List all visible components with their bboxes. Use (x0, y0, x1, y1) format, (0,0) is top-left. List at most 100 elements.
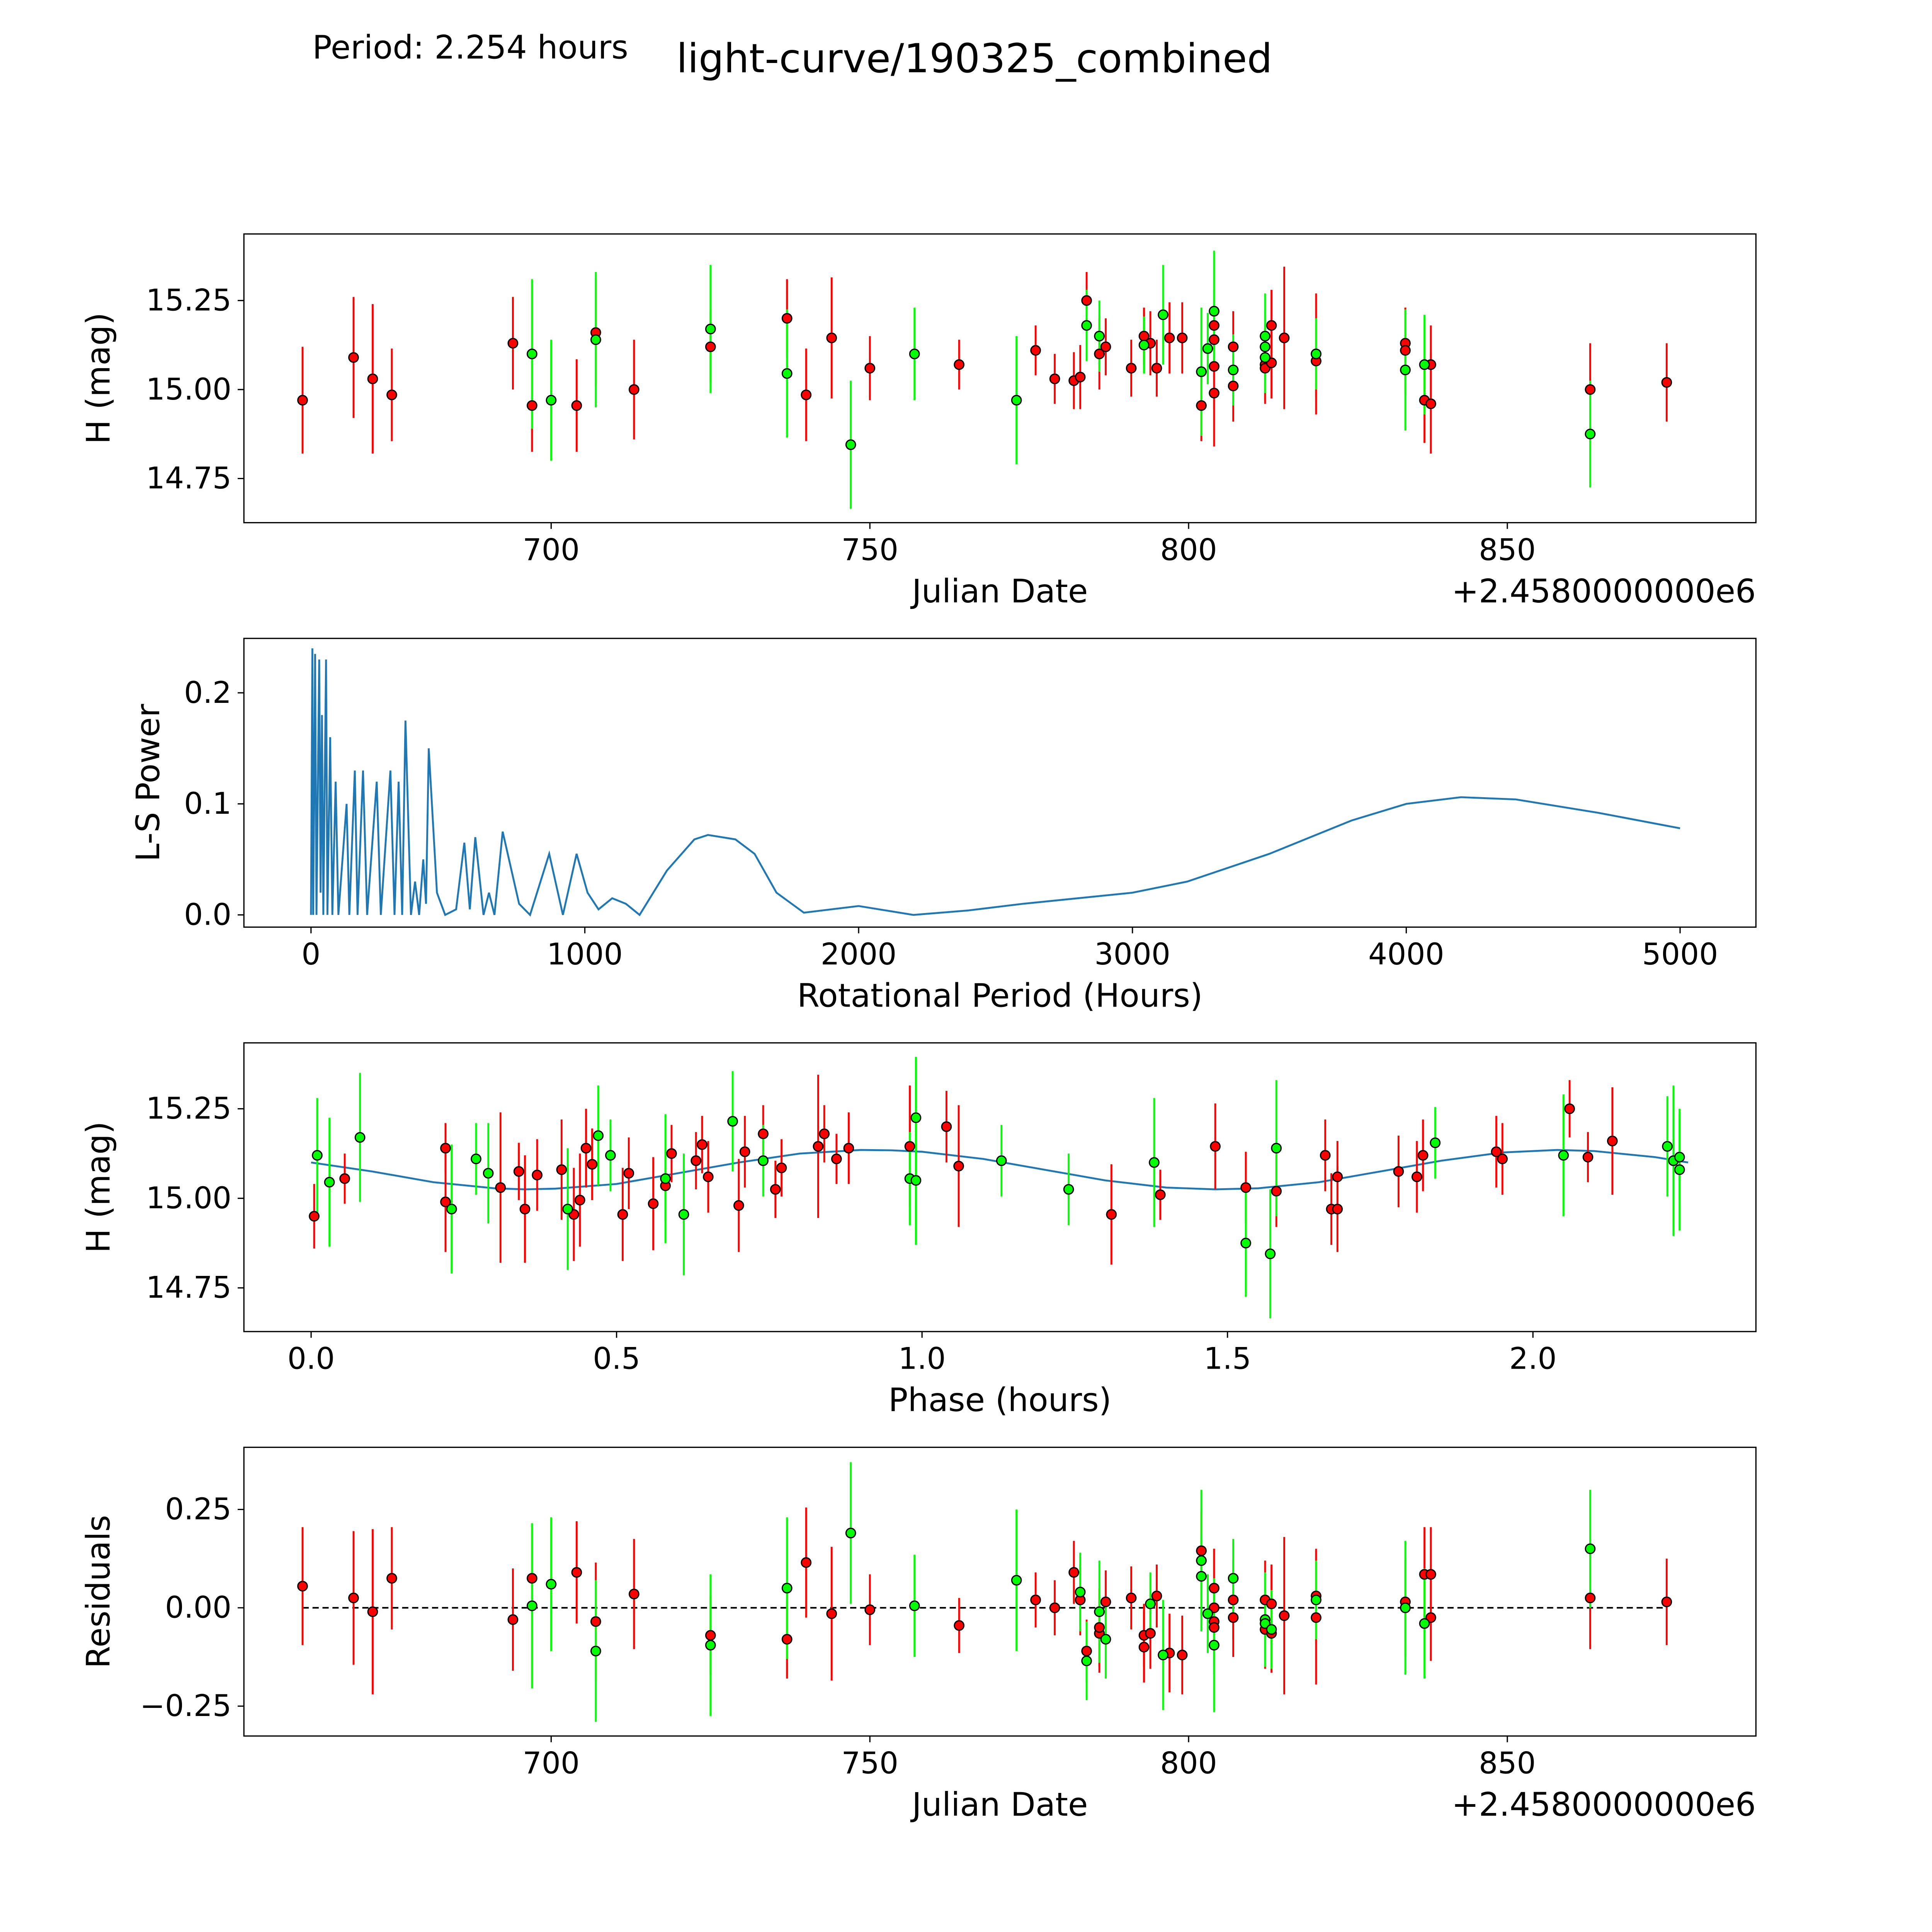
x-tick-label: 5000 (1642, 937, 1718, 972)
y-tick-label: 14.75 (146, 461, 231, 496)
data-point-red (556, 1164, 567, 1175)
data-point-red (367, 373, 378, 384)
y-tick-label: 15.25 (146, 283, 231, 318)
data-point-green (1063, 1184, 1074, 1195)
data-point-red (623, 1168, 634, 1179)
data-point-red (519, 1204, 531, 1214)
data-point-green (527, 1600, 537, 1611)
data-point-red (1209, 1622, 1219, 1633)
data-point-green (1419, 1618, 1430, 1629)
data-point-red (580, 1143, 592, 1154)
x-axis-label: Phase (hours) (888, 1381, 1111, 1419)
x-offset-label: +2.4580000000e6 (1452, 572, 1756, 610)
data-point-red (571, 1567, 582, 1578)
data-point-green (781, 368, 793, 379)
axes-frame (243, 1042, 1757, 1332)
data-point-red (297, 1581, 308, 1592)
data-point-green (1265, 1248, 1276, 1259)
data-point-red (1177, 1650, 1188, 1660)
periodogram-line (310, 648, 1680, 917)
data-point-red (1661, 1596, 1672, 1607)
data-point-red (648, 1198, 659, 1209)
data-point-red (507, 1614, 519, 1625)
x-tick-label: 850 (1479, 532, 1536, 567)
y-tick-label: 14.75 (146, 1270, 231, 1305)
data-point-green (1400, 1602, 1411, 1613)
data-point-red (941, 1121, 952, 1132)
data-point-red (776, 1162, 787, 1173)
axes-frame (243, 1447, 1757, 1737)
data-point-green (1196, 1555, 1207, 1566)
x-tick-label: 0.0 (287, 1342, 335, 1376)
data-point-green (1266, 1624, 1277, 1635)
data-point-red (813, 1141, 824, 1152)
data-point-green (590, 334, 601, 345)
data-point-green (1260, 331, 1270, 342)
x-tick-label: 700 (523, 532, 580, 567)
data-point-green (1196, 366, 1207, 377)
data-point-green (996, 1155, 1007, 1166)
x-tick-label: 800 (1160, 1746, 1217, 1781)
data-point-red (781, 313, 793, 324)
data-point-red (1393, 1166, 1404, 1177)
data-point-green (1271, 1143, 1282, 1154)
data-point-red (1196, 400, 1207, 411)
data-point-red (1311, 1612, 1321, 1623)
data-point-red (1177, 332, 1188, 344)
data-point-red (1030, 1594, 1041, 1605)
data-point-green (593, 1130, 604, 1141)
data-point-green (471, 1153, 481, 1165)
y-tick-label: 15.00 (146, 1181, 231, 1216)
data-point-green (1158, 1650, 1168, 1660)
data-point-red (1106, 1209, 1117, 1220)
x-tick-label: 750 (841, 532, 898, 567)
data-point-green (446, 1204, 457, 1214)
data-point-green (1662, 1141, 1673, 1152)
data-point-red (864, 1604, 876, 1615)
y-axis-label: L-S Power (129, 704, 167, 862)
data-point-red (1196, 1545, 1207, 1556)
data-point-red (513, 1166, 524, 1177)
data-point-red (590, 1616, 601, 1627)
data-point-red (1491, 1146, 1502, 1157)
data-point-red (495, 1182, 506, 1193)
data-point-red (781, 1634, 793, 1645)
data-point-green (1311, 1594, 1321, 1605)
data-point-green (1674, 1151, 1685, 1163)
x-tick-label: 1.5 (1204, 1342, 1251, 1376)
data-point-green (1228, 364, 1239, 376)
x-tick-label: 0 (301, 937, 320, 972)
data-point-red (1100, 1596, 1111, 1607)
data-point-red (1030, 345, 1041, 356)
data-point-green (1400, 364, 1411, 376)
data-point-red (1417, 1150, 1429, 1161)
data-point-red (1145, 1628, 1156, 1639)
y-tick-label: 15.00 (146, 372, 231, 407)
model-fit-curve (311, 1149, 1689, 1190)
data-point-green (1260, 352, 1270, 363)
data-point-red (629, 384, 639, 395)
data-point-red (733, 1200, 744, 1211)
plot-area (309, 1057, 1689, 1318)
data-point-red (629, 1588, 639, 1600)
data-point-red (1164, 332, 1175, 344)
y-tick-label: 0.2 (184, 675, 231, 710)
data-point-red (826, 332, 837, 344)
data-point-green (1430, 1137, 1441, 1148)
data-point-red (1155, 1189, 1166, 1200)
x-axis-label: Julian Date (910, 1786, 1088, 1823)
data-point-red (507, 338, 519, 349)
data-point-red (440, 1196, 451, 1208)
data-point-green (1081, 320, 1092, 331)
data-point-red (1497, 1153, 1508, 1165)
data-point-green (1202, 1608, 1213, 1619)
data-point-green (590, 1646, 601, 1656)
data-point-green (1149, 1157, 1160, 1168)
data-point-green (354, 1132, 366, 1143)
x-offset-label: +2.4580000000e6 (1452, 1786, 1756, 1823)
axes-frame (243, 233, 1757, 524)
data-point-green (845, 1527, 856, 1539)
data-point-green (1209, 1639, 1219, 1651)
data-point-red (739, 1146, 750, 1157)
